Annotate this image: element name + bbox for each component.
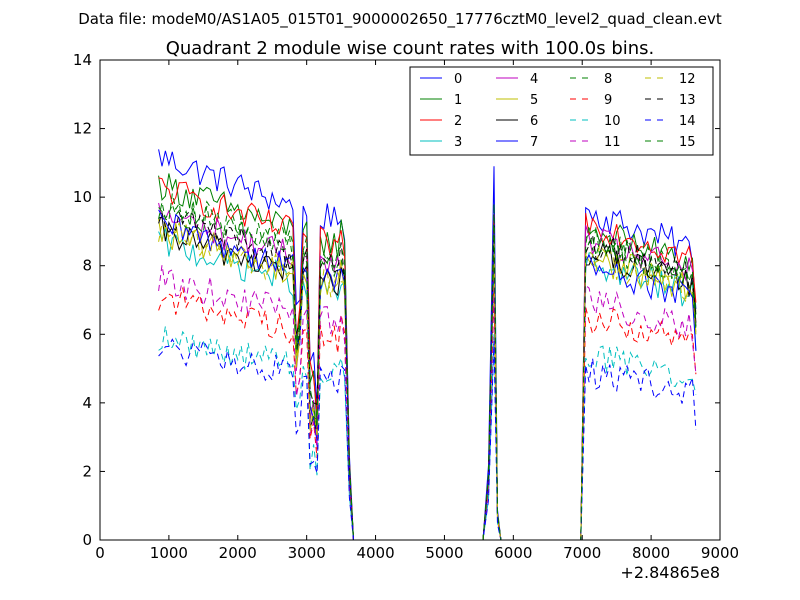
legend-label-1: 1 <box>454 93 462 108</box>
y-tick-label: 6 <box>82 325 92 343</box>
legend-label-2: 2 <box>454 114 462 129</box>
legend-label-9: 9 <box>604 93 612 108</box>
legend-label-15: 15 <box>679 135 696 150</box>
chart-title: Quadrant 2 module wise count rates with … <box>166 38 655 59</box>
series-line-10 <box>158 326 697 540</box>
y-tick-label: 2 <box>82 462 92 480</box>
series-line-4 <box>158 202 697 540</box>
plot-frame <box>99 59 721 541</box>
series-line-8 <box>158 193 697 540</box>
legend-label-3: 3 <box>454 135 462 150</box>
x-tick-label: 6000 <box>494 544 532 562</box>
x-tick-label: 9000 <box>701 544 739 562</box>
series-layer <box>158 149 697 540</box>
legend-label-11: 11 <box>604 135 621 150</box>
x-axis-ticks: 0 1000 2000 3000 4000 5000 6000 7000 8000 9000 <box>95 60 739 562</box>
y-tick-label: 10 <box>73 188 92 206</box>
series-line-11 <box>158 265 697 540</box>
x-tick-label: 3000 <box>288 544 326 562</box>
y-tick-label: 8 <box>82 257 92 275</box>
x-tick-label: 4000 <box>356 544 394 562</box>
legend-label-10: 10 <box>604 114 621 129</box>
series-line-15 <box>158 200 697 540</box>
series-line-14 <box>158 338 697 540</box>
y-tick-label: 4 <box>82 394 92 412</box>
x-tick-label: 7000 <box>563 544 601 562</box>
y-tick-label: 0 <box>82 531 92 549</box>
series-line-0 <box>158 149 697 540</box>
legend-label-7: 7 <box>530 135 538 150</box>
legend-label-12: 12 <box>679 72 696 87</box>
series-line-12 <box>158 221 697 540</box>
series-line-7 <box>158 209 697 540</box>
x-axis-offset-label: +2.84865e8 <box>620 563 720 582</box>
legend-box <box>409 66 714 156</box>
y-tick-label: 12 <box>73 120 92 138</box>
x-tick-label: 2000 <box>219 544 257 562</box>
y-tick-label: 14 <box>73 51 92 69</box>
legend-label-5: 5 <box>530 93 538 108</box>
legend-label-14: 14 <box>679 114 696 129</box>
x-tick-label: 0 <box>95 544 105 562</box>
legend-label-6: 6 <box>530 114 538 129</box>
legend-label-4: 4 <box>530 72 538 87</box>
legend-label-13: 13 <box>679 93 696 108</box>
x-tick-label: 8000 <box>632 544 670 562</box>
x-tick-label: 1000 <box>150 544 188 562</box>
series-line-2 <box>158 177 697 540</box>
x-tick-label: 5000 <box>425 544 463 562</box>
chart-suptitle: Data file: modeM0/AS1A05_015T01_90000026… <box>78 10 722 29</box>
series-line-9 <box>158 287 697 540</box>
legend-label-8: 8 <box>604 72 612 87</box>
legend-label-0: 0 <box>454 72 462 87</box>
